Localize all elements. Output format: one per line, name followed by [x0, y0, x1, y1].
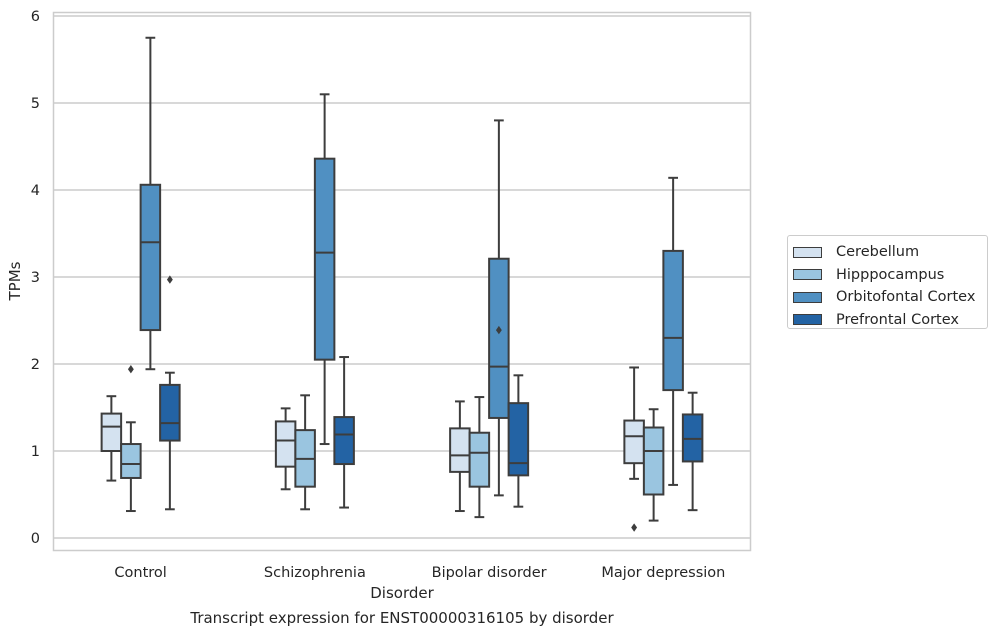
legend-item: Prefrontal Cortex [793, 309, 987, 332]
box-orbitofontal-cortex [313, 93, 336, 446]
box-body [139, 183, 162, 332]
box-body [468, 431, 491, 488]
y-tick-label: 3 [31, 270, 40, 286]
legend: Cerebellum Hipppocampus Orbitofontal Corte… [787, 235, 988, 329]
outlier-point [127, 365, 134, 374]
legend-item: Hipppocampus [793, 264, 987, 287]
box-body [159, 383, 181, 442]
box-body [120, 443, 142, 479]
y-tick-label: 2 [31, 357, 40, 373]
legend-swatch [793, 291, 822, 303]
box-body [662, 249, 684, 392]
box-hipppocampus [642, 408, 665, 522]
legend-label: Cerebellum [836, 244, 920, 261]
legend-swatch [793, 246, 822, 258]
box-prefrontal-cortex [681, 391, 704, 512]
box-body [274, 420, 297, 468]
box-body [488, 257, 510, 419]
x-tick-labels: Control Schizophrenia Bipolar disorder Majo… [114, 565, 725, 581]
x-tick-label: Schizophrenia [264, 565, 366, 581]
box-hipppocampus [120, 365, 142, 513]
legend-item: Cerebellum [793, 241, 987, 264]
y-tick-label: 0 [31, 531, 40, 547]
outlier-point [495, 325, 502, 335]
box-body [100, 412, 123, 452]
box-body [642, 426, 665, 496]
box-body [507, 402, 530, 477]
outlier-point [631, 523, 638, 532]
x-tick-label: Major depression [601, 565, 725, 581]
y-tick-label: 5 [31, 96, 40, 112]
boxes [100, 36, 704, 532]
y-axis-label: TPMs [6, 261, 24, 301]
y-tick-labels: 0 1 2 3 4 5 6 [31, 9, 40, 547]
x-tick-label: Control [114, 565, 166, 581]
legend-label: Orbitofontal Cortex [836, 289, 976, 306]
box-cerebellum [100, 395, 123, 482]
box-orbitofontal-cortex [662, 176, 684, 486]
y-tick-label: 4 [31, 183, 40, 199]
box-prefrontal-cortex [333, 356, 355, 509]
legend-item: Orbitofontal Cortex [793, 286, 987, 309]
box-cerebellum [274, 407, 297, 491]
box-body [333, 416, 355, 466]
legend-swatch [793, 314, 822, 326]
legend-swatch [793, 269, 822, 281]
legend-label: Hipppocampus [836, 266, 945, 283]
box-hipppocampus [294, 394, 316, 511]
box-prefrontal-cortex [159, 275, 181, 511]
legend-label: Prefrontal Cortex [836, 311, 959, 328]
y-tick-label: 6 [31, 9, 40, 25]
box-body [449, 427, 471, 473]
box-orbitofontal-cortex [139, 36, 162, 371]
box-orbitofontal-cortex [488, 119, 510, 497]
box-hipppocampus [468, 396, 491, 519]
y-tick-label: 1 [31, 444, 40, 460]
x-tick-label: Bipolar disorder [432, 565, 547, 581]
box-prefrontal-cortex [507, 374, 530, 508]
outlier-point [166, 275, 173, 284]
box-cerebellum [449, 400, 471, 513]
box-body [313, 157, 336, 361]
box-body [623, 419, 645, 465]
x-axis-label: Disorder [370, 584, 434, 602]
figure-caption: Transcript expression for ENST0000031610… [190, 609, 614, 627]
